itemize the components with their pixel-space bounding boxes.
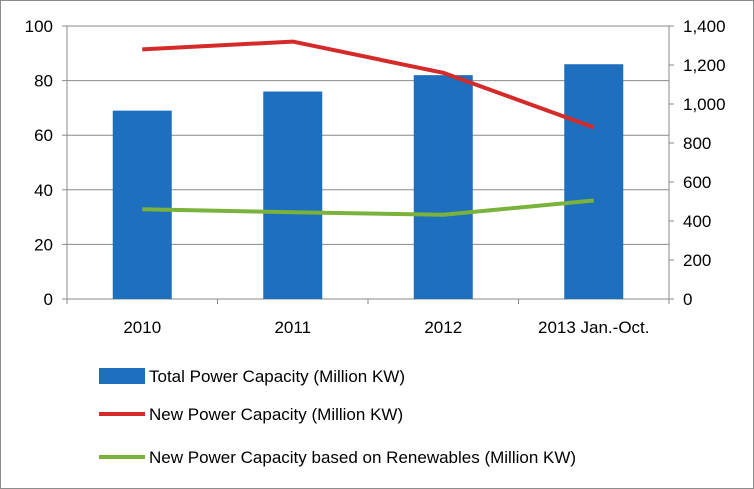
right-axis-tick-label: 0 bbox=[683, 290, 692, 309]
right-axis-tick-label: 600 bbox=[683, 173, 711, 192]
legend-label: Total Power Capacity (Million KW) bbox=[149, 367, 405, 386]
bar bbox=[112, 110, 172, 299]
left-axis-tick-label: 80 bbox=[34, 72, 53, 91]
right-axis-tick-label: 1,000 bbox=[683, 95, 726, 114]
series-line bbox=[142, 198, 594, 217]
legend-label: New Power Capacity based on Renewables (… bbox=[149, 448, 576, 467]
right-axis-tick-label: 1,200 bbox=[683, 56, 726, 75]
left-axis-tick-label: 0 bbox=[44, 290, 53, 309]
x-axis-tick-label: 2012 bbox=[424, 318, 462, 337]
x-axis-tick-label: 2013 Jan.-Oct. bbox=[538, 318, 650, 337]
right-axis-tick-label: 1,400 bbox=[683, 17, 726, 36]
bar bbox=[564, 64, 624, 299]
x-axis-tick-label: 2011 bbox=[274, 318, 311, 337]
legend-label: New Power Capacity (Million KW) bbox=[149, 405, 403, 424]
left-axis-tick-label: 20 bbox=[34, 235, 53, 254]
left-axis-tick-label: 40 bbox=[34, 181, 53, 200]
left-axis-tick-label: 100 bbox=[25, 17, 53, 36]
legend-swatch-bar bbox=[99, 368, 145, 384]
right-axis-tick-label: 200 bbox=[683, 251, 711, 270]
right-axis-tick-label: 400 bbox=[683, 212, 711, 231]
bar bbox=[413, 75, 473, 299]
right-axis-tick-label: 800 bbox=[683, 134, 711, 153]
left-axis-tick-label: 60 bbox=[34, 126, 53, 145]
series-line bbox=[142, 39, 595, 130]
bar bbox=[263, 91, 323, 300]
x-axis-tick-label: 2010 bbox=[123, 318, 161, 337]
